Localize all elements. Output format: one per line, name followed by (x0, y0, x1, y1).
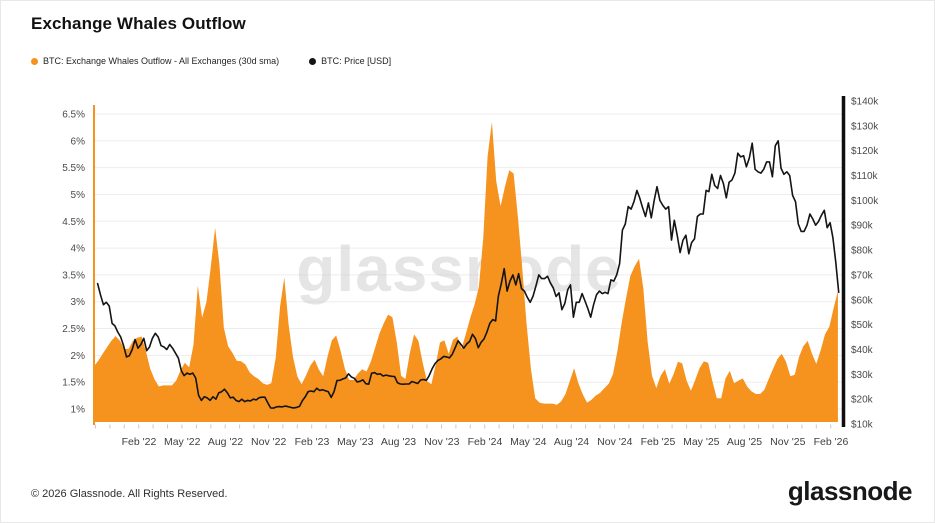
chart-legend: BTC: Exchange Whales Outflow - All Excha… (31, 56, 391, 66)
left-axis-tick-label: 5.5% (62, 163, 85, 174)
x-axis-tick-label: Feb '23 (295, 436, 330, 448)
right-axis-tick-label: $90k (851, 221, 874, 232)
price-line-series[interactable] (96, 140, 840, 409)
x-axis-tick-label: May '23 (337, 436, 374, 448)
left-axis-tick-label: 1.5% (62, 378, 85, 389)
copyright: © 2026 Glassnode. All Rights Reserved. (31, 488, 228, 500)
left-axis-tick-label: 2% (71, 351, 86, 362)
x-axis-tick-label: May '24 (510, 436, 547, 448)
left-axis-tick-label: 4.5% (62, 217, 85, 228)
right-axis-tick-label: $120k (851, 146, 879, 157)
right-axis-tick-label: $30k (851, 370, 874, 381)
brand-logo: glassnode (787, 476, 913, 506)
watermark: glassnode (296, 233, 622, 305)
right-axis-tick-label: $60k (851, 295, 874, 306)
right-axis-tick-label: $80k (851, 246, 874, 257)
x-axis-tick-label: May '22 (164, 436, 201, 448)
right-axis-tick-label: $70k (851, 270, 874, 281)
right-axis-tick-label: $100k (851, 196, 879, 207)
right-axis-tick-label: $110k (851, 171, 879, 182)
x-axis-tick-label: Aug '25 (727, 436, 762, 448)
x-axis-tick-label: Nov '23 (424, 436, 459, 448)
left-axis-tick-label: 6% (71, 136, 86, 147)
right-axis-tick-label: $10k (851, 420, 874, 431)
right-axis-tick-label: $20k (851, 395, 874, 406)
right-axis-tick-label: $140k (851, 97, 879, 108)
x-axis-tick-label: Aug '23 (381, 436, 416, 448)
chart-series (94, 122, 840, 422)
left-axis-tick-label: 3% (71, 297, 86, 308)
x-axis-tick-label: Nov '24 (597, 436, 632, 448)
left-axis-tick-label: 1% (71, 405, 86, 416)
x-axis-tick-label: Nov '25 (770, 436, 805, 448)
legend-swatch-price-icon (309, 57, 317, 65)
legend-label-outflow: BTC: Exchange Whales Outflow - All Excha… (43, 56, 280, 66)
x-axis-tick-label: Nov '22 (251, 436, 286, 448)
x-axis-tick-label: Aug '22 (208, 436, 243, 448)
page-title: Exchange Whales Outflow (31, 14, 246, 33)
legend-item-price[interactable]: BTC: Price [USD] (309, 56, 391, 66)
right-axis-tick-label: $50k (851, 320, 874, 331)
x-axis-tick-label: Aug '24 (554, 436, 589, 448)
outflow-area-series[interactable] (94, 122, 838, 422)
left-axis-tick-label: 2.5% (62, 324, 85, 335)
x-axis-tick-label: Feb '25 (641, 436, 676, 448)
left-axis-tick-label: 6.5% (62, 110, 85, 121)
left-axis-tick-label: 4% (71, 244, 86, 255)
x-axis-tick-label: Feb '24 (468, 436, 503, 448)
chart-axes (93, 96, 846, 427)
legend-label-price: BTC: Price [USD] (321, 56, 392, 66)
legend-item-outflow[interactable]: BTC: Exchange Whales Outflow - All Excha… (31, 56, 279, 66)
x-axis-tick-label: May '25 (683, 436, 720, 448)
right-axis-tick-label: $130k (851, 121, 879, 132)
left-axis-tick-label: 5% (71, 190, 86, 201)
x-axis-tick-label: Feb '26 (814, 436, 849, 448)
legend-swatch-outflow-icon (31, 57, 38, 65)
x-axis-tick-label: Feb '22 (122, 436, 157, 448)
right-axis-tick-label: $40k (851, 345, 874, 356)
left-axis-tick-label: 3.5% (62, 270, 85, 281)
